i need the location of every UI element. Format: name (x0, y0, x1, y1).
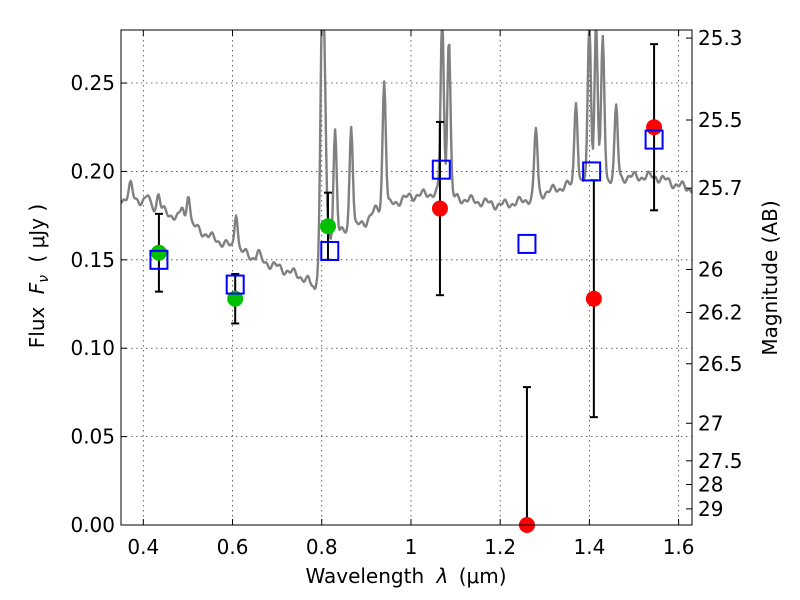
y-axis-label-prefix: Flux (25, 306, 49, 348)
y2-tick-label: 29 (698, 497, 723, 521)
y-axis-label-subscript: ν (36, 275, 52, 283)
observed-point-red (585, 290, 602, 307)
x-axis-label-prefix: Wavelength (305, 564, 424, 588)
y2-tick-label: 26 (698, 257, 723, 281)
y2-tick-label: 25.5 (698, 108, 743, 132)
x-axis-label-symbol: λ (436, 564, 449, 588)
y2-axis-label: Magnitude (AB) (758, 200, 782, 355)
plot-frame (120, 29, 693, 526)
y-tick-label: 0.15 (70, 248, 115, 272)
x-axis-ticks: 0.4 0.6 0.8 1 1.2 1.4 1.6 (127, 30, 695, 559)
y-axis-label-units: ( μJy ) (25, 204, 49, 263)
data-markers (149, 119, 664, 533)
x-axis-label: Wavelength λ (μm) (305, 564, 506, 588)
y-tick-label: 0.20 (70, 159, 115, 183)
x-tick-label: 0.8 (306, 535, 338, 559)
y2-tick-label: 26.2 (698, 300, 743, 324)
model-box (225, 274, 245, 295)
sed-spectrum (121, 30, 692, 291)
y-tick-label: 0.10 (70, 336, 115, 360)
observed-point-red (646, 119, 663, 136)
observed-point-green (150, 244, 167, 261)
y2-tick-label: 25.3 (698, 26, 743, 50)
model-box (644, 129, 664, 150)
x-tick-label: 1.2 (484, 535, 516, 559)
y-tick-label: 0.25 (70, 71, 115, 95)
y-axis-ticks: 0.00 0.05 0.10 0.15 0.20 0.25 (70, 71, 127, 537)
grid (121, 30, 692, 526)
x-axis-label-units: (μm) (459, 564, 507, 588)
model-box (149, 249, 169, 270)
y-axis-label-symbol: F (25, 282, 49, 294)
y-tick-label: 0.05 (70, 425, 115, 449)
model-box (517, 233, 537, 254)
y2-tick-label: 27.5 (698, 449, 743, 473)
sed-curve (121, 30, 692, 291)
model-box (582, 161, 602, 182)
observed-point-green (319, 218, 336, 235)
y2-tick-label: 28 (698, 473, 723, 497)
observed-point-red (431, 200, 448, 217)
observed-point-green (227, 290, 244, 307)
x-tick-label: 0.6 (217, 535, 249, 559)
model-box (431, 159, 451, 180)
model-box (320, 240, 340, 261)
x-tick-label: 1.6 (663, 535, 695, 559)
x-tick-label: 0.4 (127, 535, 159, 559)
y2-tick-label: 25.7 (698, 176, 743, 200)
x-tick-label: 1.4 (573, 535, 605, 559)
x-tick-label: 1 (405, 535, 418, 559)
y2-tick-label: 27 (698, 411, 723, 435)
y-axis-label: Flux Fν ( μJy ) (25, 204, 53, 348)
y2-tick-label: 26.5 (698, 352, 743, 376)
y-tick-label: 0.00 (70, 513, 115, 537)
errorbars (154, 43, 659, 525)
